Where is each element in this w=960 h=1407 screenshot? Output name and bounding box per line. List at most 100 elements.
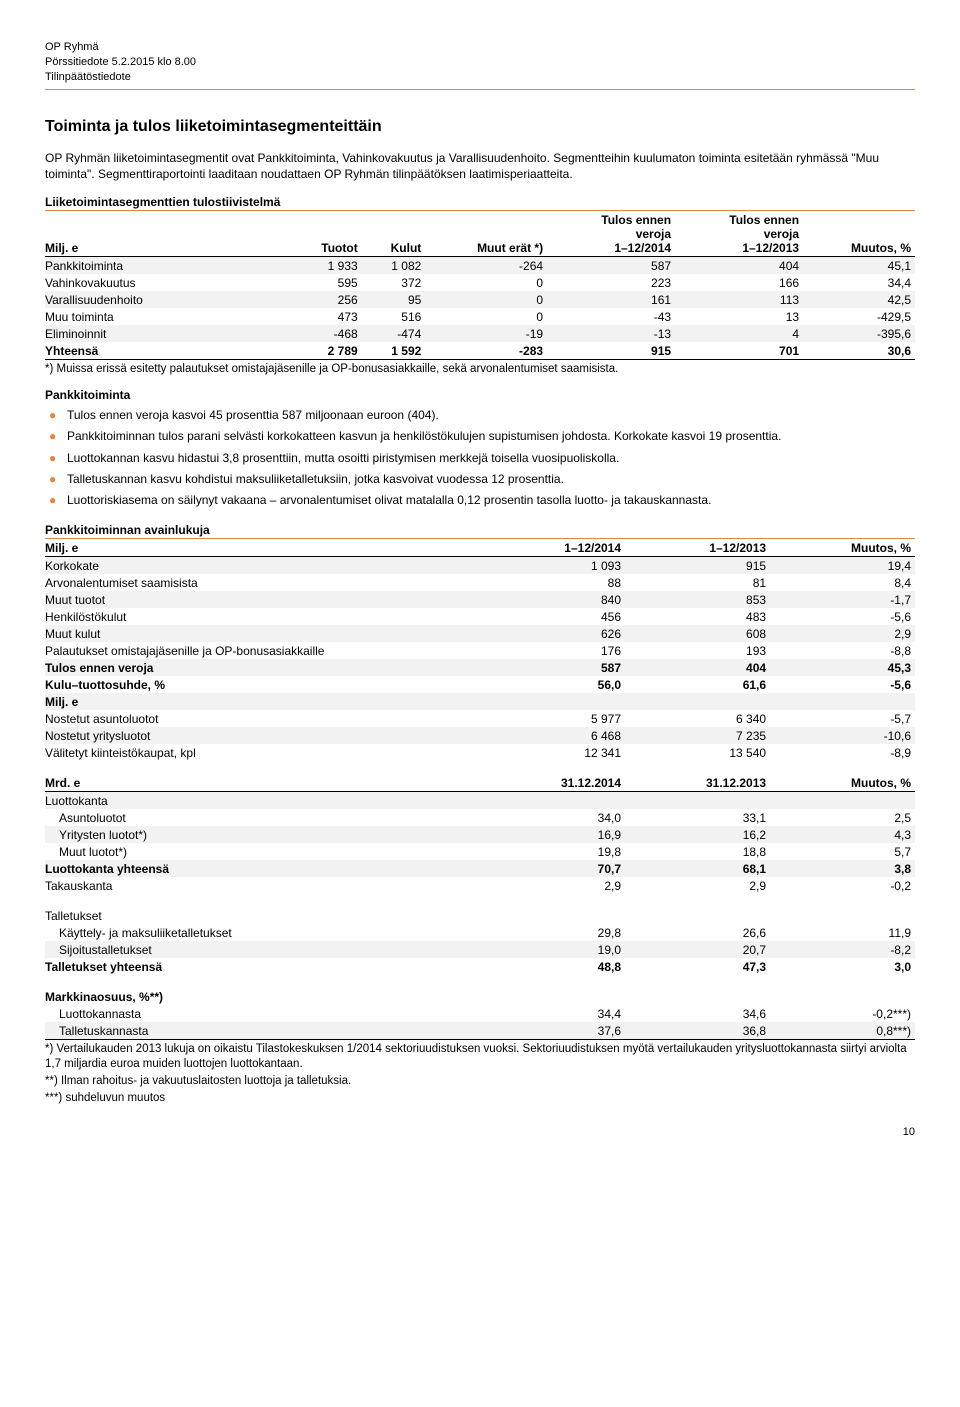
table2-caption: Pankkitoiminnan avainlukuja [45,522,915,538]
cell: 42,5 [803,291,915,308]
table-row: Varallisuudenhoito25695016111342,5 [45,291,915,308]
cell: -19 [425,325,547,342]
row-label: Yhteensä [45,342,289,360]
cell: 701 [675,342,803,360]
cell: 48,8 [480,958,625,975]
header-line: Tilinpäätöstiedote [45,70,915,85]
cell [625,907,770,924]
page-number: 10 [45,1126,915,1138]
row-label: Luottokanta [45,792,480,810]
cell: 2,9 [625,877,770,894]
row-label: Välitetyt kiinteistökaupat, kpl [45,744,480,761]
cell [625,792,770,810]
table-row: Kulu–tuottosuhde, %56,061,6-5,6 [45,676,915,693]
cell: -0,2 [770,877,915,894]
cell: -1,7 [770,591,915,608]
cell: 34,0 [480,809,625,826]
th: Kulut [362,211,426,257]
intro-paragraph: OP Ryhmän liiketoimintasegmentit ovat Pa… [45,150,915,182]
table-row: Luottokannasta34,434,6-0,2***) [45,1005,915,1022]
row-label: Kulu–tuottosuhde, % [45,676,480,693]
table-row: Tulos ennen veroja58740445,3 [45,659,915,676]
cell: 8,4 [770,574,915,591]
cell: 2,5 [770,809,915,826]
cell: 36,8 [625,1022,770,1040]
cell: 29,8 [480,924,625,941]
table-row: Yhteensä2 7891 592-28391570130,6 [45,342,915,360]
bullet-item: Pankkitoiminnan tulos parani selvästi ko… [45,428,915,444]
cell: 16,2 [625,826,770,843]
th: Tulos ennenveroja1–12/2014 [547,211,675,257]
cell: -474 [362,325,426,342]
cell: 61,6 [625,676,770,693]
cell: 193 [625,642,770,659]
cell: 1 592 [362,342,426,360]
table1-caption: Liiketoimintasegmenttien tulostiivistelm… [45,194,915,210]
bullet-list: Tulos ennen veroja kasvoi 45 prosenttia … [45,407,915,508]
cell: 30,6 [803,342,915,360]
bullet-item: Tulos ennen veroja kasvoi 45 prosenttia … [45,407,915,423]
cell: 2,9 [480,877,625,894]
table-row: Pankkitoiminta1 9331 082-26458740445,1 [45,257,915,275]
cell: -5,6 [770,608,915,625]
cell: 587 [480,659,625,676]
footnote: *) Vertailukauden 2013 lukuja on oikaist… [45,1042,915,1072]
cell: 33,1 [625,809,770,826]
row-label: Muut luotot*) [45,843,480,860]
cell: 20,7 [625,941,770,958]
cell: 68,1 [625,860,770,877]
table-row: Henkilöstökulut456483-5,6 [45,608,915,625]
page-title: Toiminta ja tulos liiketoimintasegmentei… [45,118,915,136]
cell: 1 933 [289,257,362,275]
cell: -5,6 [770,676,915,693]
row-label: Varallisuudenhoito [45,291,289,308]
doc-header: OP Ryhmä Pörssitiedote 5.2.2015 klo 8.00… [45,40,915,85]
cell: 256 [289,291,362,308]
cell: 595 [289,274,362,291]
cell: -8,2 [770,941,915,958]
cell: 915 [625,557,770,575]
cell: -43 [547,308,675,325]
row-label: Korkokate [45,557,480,575]
cell: 404 [675,257,803,275]
table-row: Nostetut asuntoluotot5 9776 340-5,7 [45,710,915,727]
table-row: Nostetut yritysluotot6 4687 235-10,6 [45,727,915,744]
footnote: ***) suhdeluvun muutos [45,1091,915,1106]
bullet-item: Talletuskannan kasvu kohdistui maksuliik… [45,471,915,487]
cell: 456 [480,608,625,625]
table-row: Markkinaosuus, %**) [45,988,915,1005]
sub-head: Milj. e [45,693,915,710]
row-label: Eliminoinnit [45,325,289,342]
cell: -13 [547,325,675,342]
cell [625,988,770,1005]
cell: 2 789 [289,342,362,360]
row-label: Luottokannasta [45,1005,480,1022]
row-label: Talletuskannasta [45,1022,480,1040]
cell: 34,6 [625,1005,770,1022]
cell: 11,9 [770,924,915,941]
table-row: Arvonalentumiset saamisista88818,4 [45,574,915,591]
cell: 19,0 [480,941,625,958]
table-row: Käyttely- ja maksuliiketalletukset29,826… [45,924,915,941]
cell [770,792,915,810]
th: Muutos, % [770,774,915,792]
cell: 4 [675,325,803,342]
cell: 19,8 [480,843,625,860]
row-label: Muu toiminta [45,308,289,325]
cell: 113 [675,291,803,308]
row-label: Sijoitustalletukset [45,941,480,958]
cell: 1 093 [480,557,625,575]
bullet-item: Luottokannan kasvu hidastui 3,8 prosentt… [45,450,915,466]
cell: 473 [289,308,362,325]
th: Muut erät *) [425,211,547,257]
cell: -283 [425,342,547,360]
th: 1–12/2014 [480,539,625,557]
th: Milj. e [45,211,289,257]
row-label: Palautukset omistajajäsenille ja OP-bonu… [45,642,480,659]
cell: 840 [480,591,625,608]
row-label: Arvonalentumiset saamisista [45,574,480,591]
segment-summary-table: Milj. e Tuotot Kulut Muut erät *) Tulos … [45,210,915,360]
cell: 34,4 [480,1005,625,1022]
table-row: Talletukset [45,907,915,924]
cell: 47,3 [625,958,770,975]
